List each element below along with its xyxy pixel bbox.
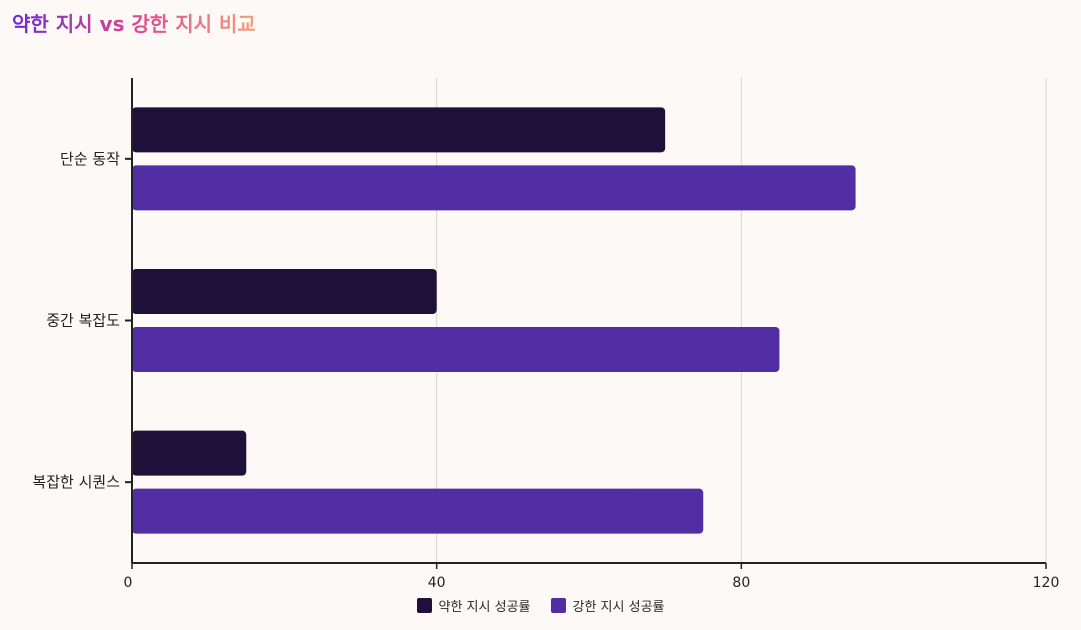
x-tick-label: 80 (732, 575, 750, 591)
legend-item-weak[interactable]: 약한 지시 성공률 (416, 596, 531, 615)
bar-weak-2[interactable] (132, 430, 247, 476)
legend-swatch-weak (416, 598, 432, 613)
chart-title: 약한 지시 vs 강한 지시 비교 (12, 8, 256, 37)
x-tick-label: 0 (124, 575, 133, 591)
bar-weak-0[interactable] (132, 107, 666, 153)
legend-item-strong[interactable]: 강한 지시 성공률 (550, 596, 665, 615)
x-axis-ticks: 0 40 80 120 (124, 563, 1060, 591)
bar-strong-2[interactable] (132, 488, 704, 534)
y-tick-label: 중간 복잡도 (46, 312, 120, 330)
legend: 약한 지시 성공률 강한 지시 성공률 (0, 596, 1081, 615)
legend-label-weak: 약한 지시 성공률 (438, 600, 531, 615)
bars (132, 107, 856, 534)
bar-weak-1[interactable] (132, 269, 437, 314)
legend-label-strong: 강한 지시 성공률 (572, 600, 665, 615)
bar-strong-0[interactable] (132, 165, 856, 211)
grid-lines (436, 78, 1047, 563)
x-tick-label: 40 (428, 575, 446, 591)
bar-strong-1[interactable] (132, 327, 780, 372)
y-tick-label: 복잡한 시퀀스 (32, 473, 120, 491)
x-tick-label: 120 (1033, 575, 1060, 591)
legend-swatch-strong (550, 598, 566, 613)
y-tick-label: 단순 동작 (60, 150, 120, 168)
